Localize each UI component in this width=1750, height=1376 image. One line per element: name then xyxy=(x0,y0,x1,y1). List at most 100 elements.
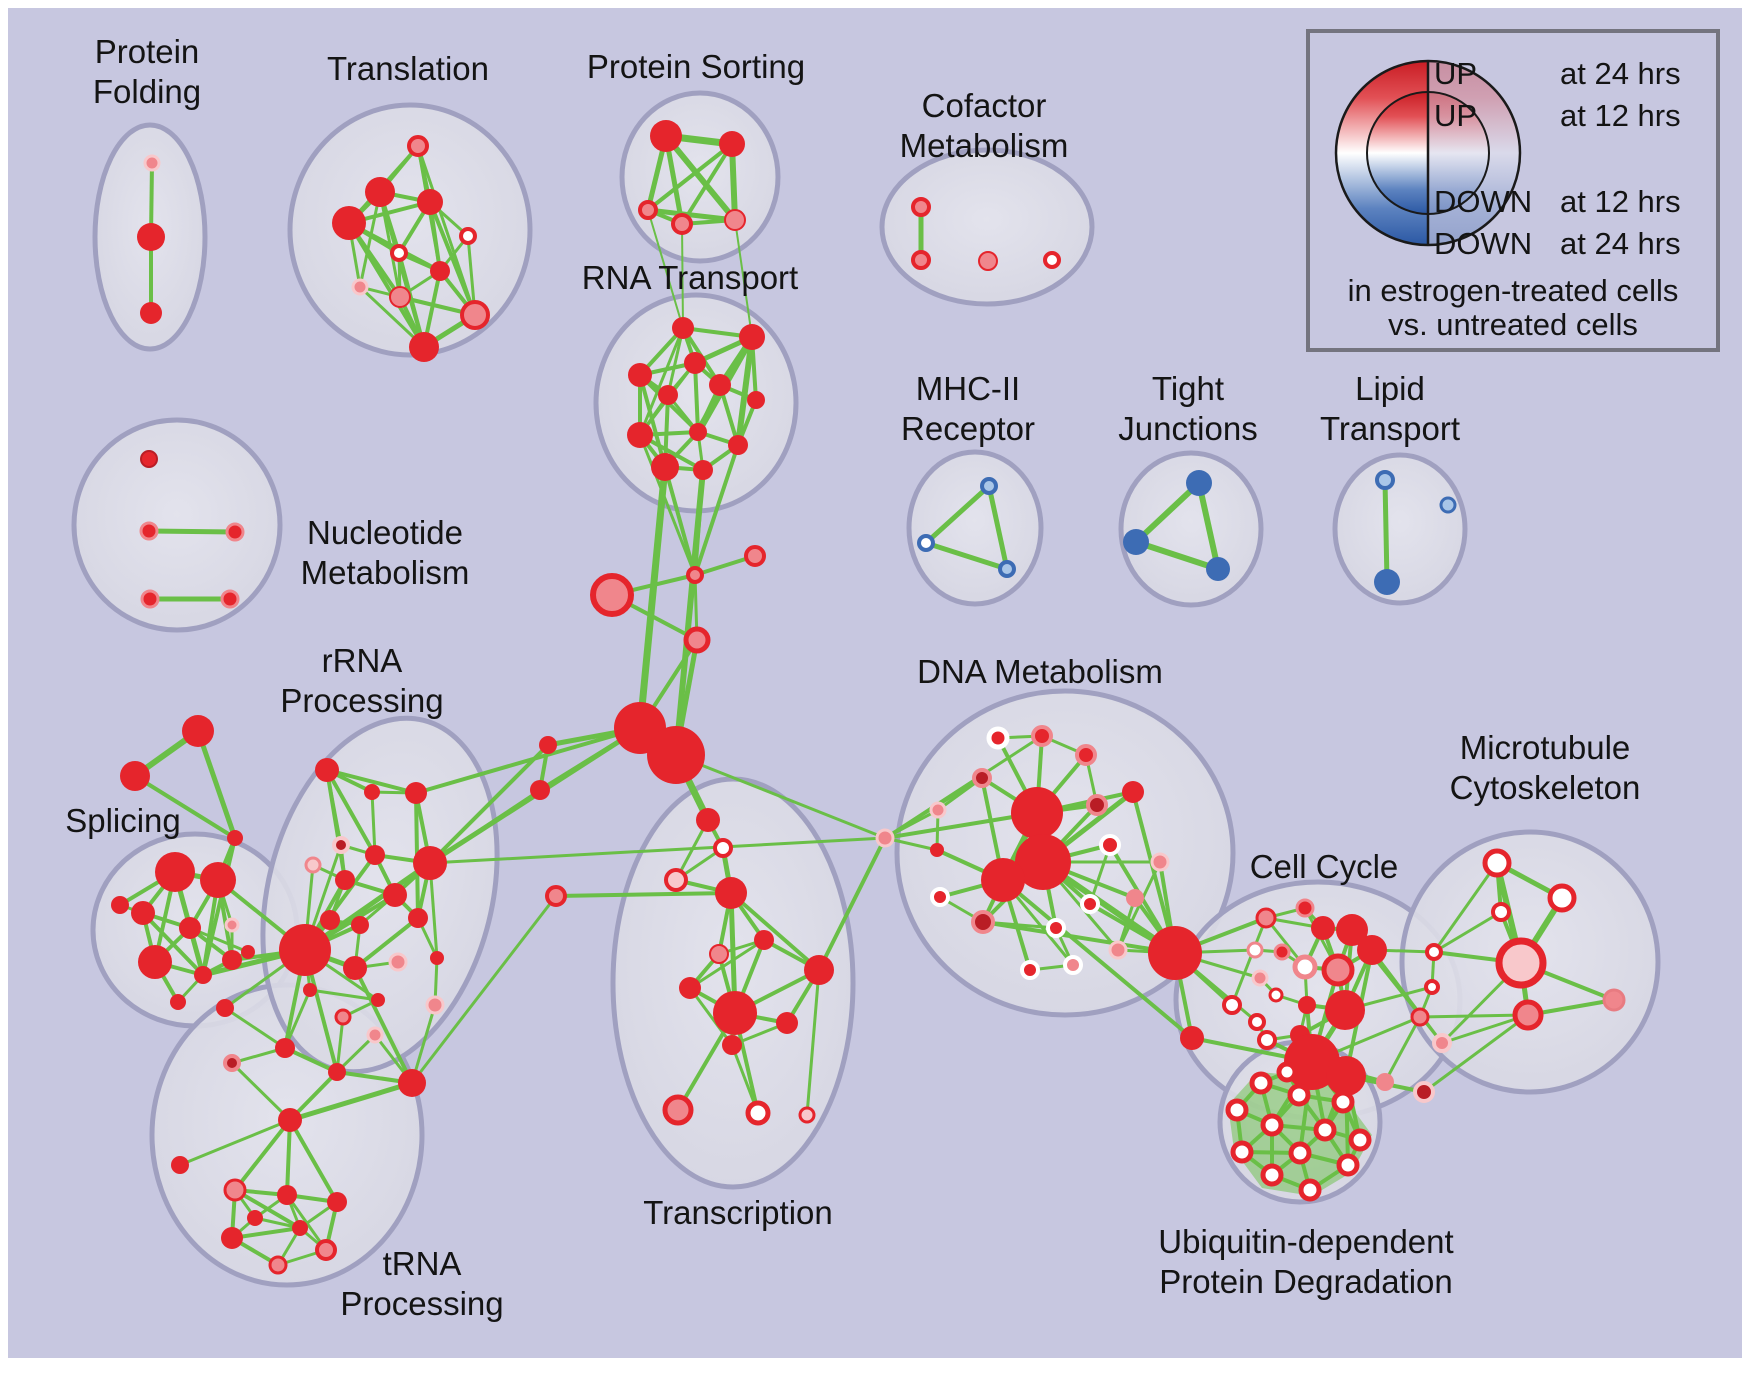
network-edge xyxy=(817,837,887,971)
network-edge xyxy=(1433,910,1502,954)
gene-node xyxy=(155,852,195,892)
gene-node xyxy=(170,994,186,1010)
network-edge xyxy=(224,1006,286,1050)
gene-node xyxy=(1123,529,1149,555)
gene-node xyxy=(220,589,240,609)
gene-node xyxy=(1288,1141,1312,1165)
cluster-label-transcription: Transcription xyxy=(643,1194,833,1231)
network-edge xyxy=(673,469,706,756)
network-edge xyxy=(805,969,821,1116)
network-edge xyxy=(230,1061,292,1122)
gene-node xyxy=(1512,999,1544,1031)
gene-node xyxy=(1432,1033,1452,1053)
gene-node xyxy=(138,945,172,979)
gene-node xyxy=(224,917,240,933)
gene-node xyxy=(1075,744,1097,766)
gene-node xyxy=(241,945,255,959)
cluster-label-mhc-ii-receptor: MHC-II xyxy=(916,370,1020,407)
cluster-label-translation: Translation xyxy=(327,50,489,87)
gene-node xyxy=(1326,1056,1366,1096)
gene-node xyxy=(971,910,995,934)
gene-node xyxy=(683,626,711,654)
legend: UP at 24 hrs UP at 12 hrs DOWN at 12 hrs… xyxy=(1306,29,1720,352)
network-edge xyxy=(233,1118,292,1192)
gene-node xyxy=(1276,1061,1298,1083)
gene-node xyxy=(247,1210,263,1226)
gene-node xyxy=(754,930,774,950)
network-edge xyxy=(353,916,420,970)
gene-node xyxy=(351,916,369,934)
network-edge xyxy=(663,466,697,576)
gene-node xyxy=(739,324,765,350)
gene-node xyxy=(1080,894,1100,914)
gene-node xyxy=(171,1156,189,1174)
gene-node xyxy=(398,1069,426,1097)
gene-node xyxy=(1298,996,1316,1014)
gene-node xyxy=(986,726,1010,750)
legend-row-0-label: UP xyxy=(1434,56,1477,91)
gene-node xyxy=(1046,918,1066,938)
network-edge xyxy=(429,836,886,865)
gene-node xyxy=(1063,955,1083,975)
gene-node xyxy=(1031,725,1053,747)
gene-node xyxy=(409,332,439,362)
network-edge xyxy=(1370,949,1444,1044)
cluster-label-tight-junctions: Junctions xyxy=(1118,410,1257,447)
gene-node xyxy=(328,1063,346,1081)
cluster-label-nucleotide-metabolism: Nucleotide xyxy=(307,514,463,551)
legend-row-1-label: UP xyxy=(1434,98,1477,133)
gene-node xyxy=(1348,1128,1372,1152)
gene-node xyxy=(689,423,707,441)
gene-node xyxy=(1020,960,1040,980)
cluster-label-splicing: Splicing xyxy=(65,802,181,839)
gene-node xyxy=(1222,995,1242,1015)
gene-node xyxy=(139,521,159,541)
legend-row-2-time: at 12 hrs xyxy=(1560,184,1681,219)
gene-node xyxy=(1273,943,1291,961)
gene-node xyxy=(417,189,443,215)
cluster-label-microtubule-cytoskeleton: Cytoskeleton xyxy=(1450,769,1641,806)
gene-node xyxy=(1495,937,1547,989)
gene-node xyxy=(1336,1153,1360,1177)
gene-node xyxy=(1246,941,1264,959)
gene-node xyxy=(722,1035,742,1055)
gene-node xyxy=(459,227,477,245)
gene-node xyxy=(430,951,444,965)
gene-node xyxy=(1313,1118,1337,1142)
gene-node xyxy=(140,302,162,324)
network-edge xyxy=(428,743,550,865)
cluster-label-tight-junctions: Tight xyxy=(1152,370,1224,407)
network-edge xyxy=(688,987,734,1046)
network-edge xyxy=(309,988,379,1002)
gene-node xyxy=(875,828,895,848)
gene-node xyxy=(930,843,944,857)
network-edge xyxy=(358,191,382,288)
network-edge xyxy=(982,920,1176,955)
gene-node xyxy=(221,1227,243,1249)
cluster-label-microtubule-cytoskeleton: Microtubule xyxy=(1460,729,1631,766)
gene-node xyxy=(390,244,408,262)
gene-node xyxy=(638,200,658,220)
cluster-label-mhc-ii-receptor: Receptor xyxy=(901,410,1035,447)
gene-node xyxy=(1251,969,1269,987)
gene-node xyxy=(1375,470,1395,490)
gene-node xyxy=(929,801,947,819)
gene-node xyxy=(1321,953,1355,987)
gene-node xyxy=(1011,787,1063,839)
gene-node xyxy=(671,213,693,235)
gene-node xyxy=(1122,781,1144,803)
network-edge xyxy=(1419,1013,1529,1019)
legend-inner-half-solid xyxy=(1367,92,1428,214)
gene-node xyxy=(1086,794,1108,816)
legend-row-0-time: at 24 hrs xyxy=(1560,56,1681,91)
gene-node xyxy=(364,784,380,800)
network-nodes-layer xyxy=(111,120,1626,1275)
network-edge xyxy=(1423,1013,1529,1094)
cluster-label-cofactor-metabolism: Cofactor xyxy=(922,87,1047,124)
gene-node xyxy=(530,780,550,800)
gene-node xyxy=(747,391,765,409)
gene-node xyxy=(1099,834,1121,856)
gene-node xyxy=(227,830,243,846)
legend-row-3-label: DOWN xyxy=(1434,226,1532,261)
gene-node xyxy=(315,1239,337,1261)
